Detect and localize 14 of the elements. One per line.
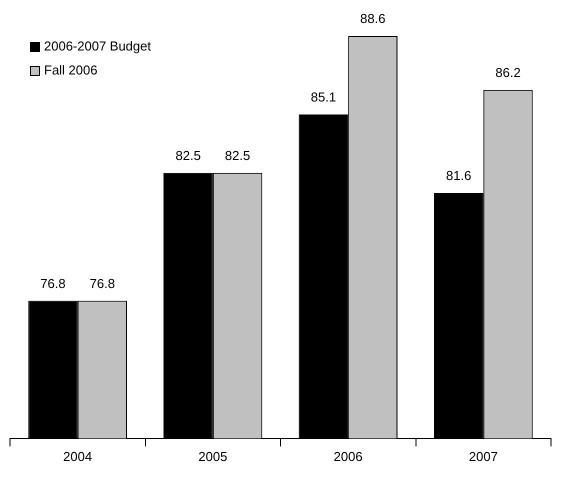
x-tick-label: 2005 xyxy=(198,448,228,464)
x-tick-label: 2007 xyxy=(468,448,498,464)
legend-label: Fall 2006 xyxy=(44,62,98,78)
data-label: 88.6 xyxy=(360,11,386,26)
data-label: 76.8 xyxy=(40,276,66,291)
x-tick-label: 2006 xyxy=(334,448,363,464)
x-tick-label: 2004 xyxy=(63,448,92,464)
data-label: 82.5 xyxy=(224,148,250,163)
data-label: 81.6 xyxy=(446,168,472,184)
data-label: 76.8 xyxy=(90,276,115,291)
data-label: 82.5 xyxy=(176,148,201,163)
data-label: 85.1 xyxy=(310,90,336,105)
legend-label: 2006-2007 Budget xyxy=(44,38,152,54)
data-label: 86.2 xyxy=(495,64,521,80)
